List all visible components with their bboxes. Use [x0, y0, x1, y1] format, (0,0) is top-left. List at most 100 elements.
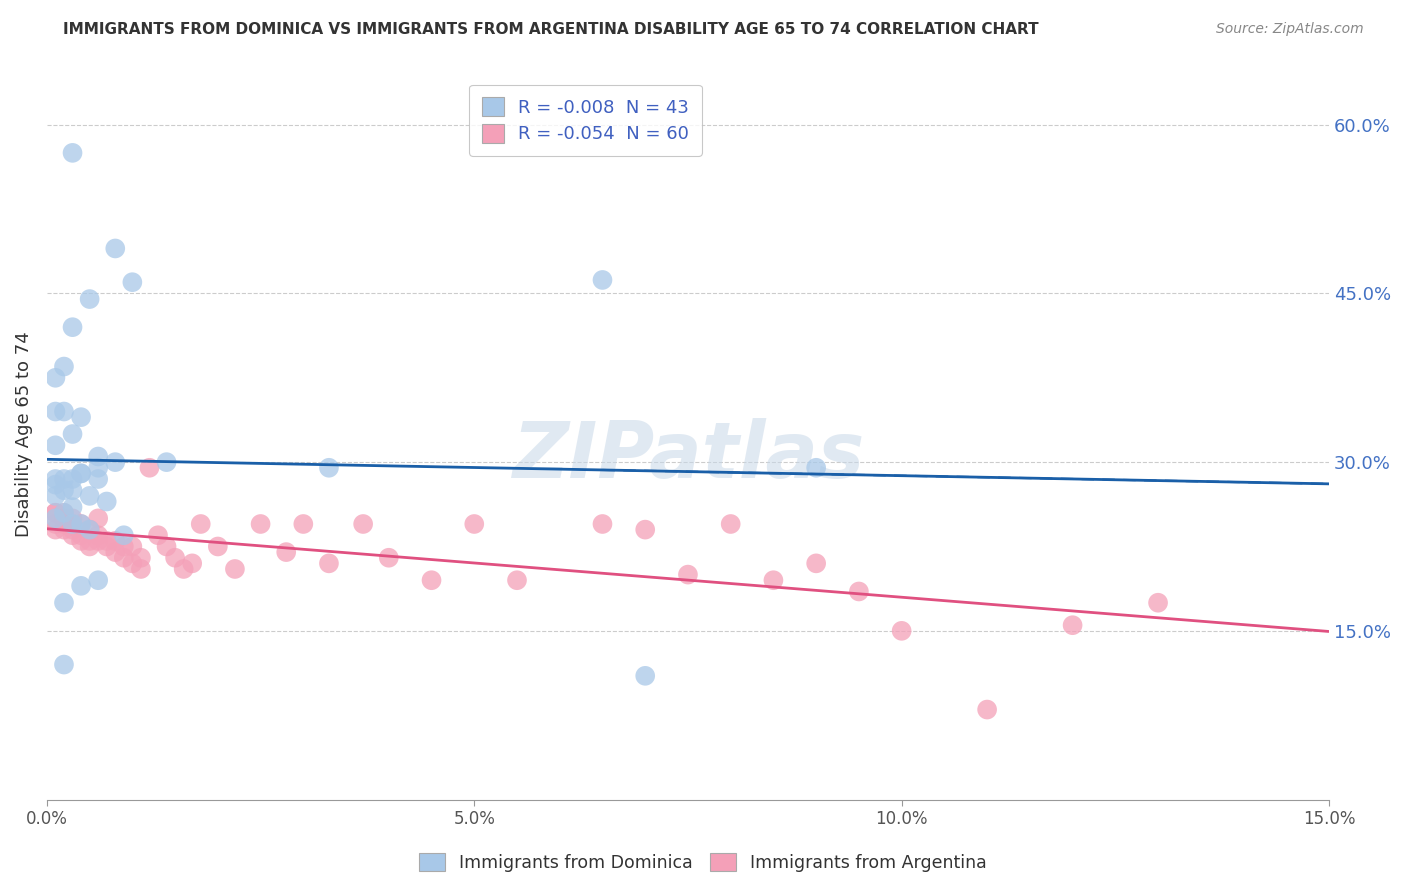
Point	[87, 472, 110, 486]
Point	[62, 516, 84, 531]
Point	[70, 516, 93, 531]
Point	[87, 450, 110, 464]
Point	[70, 533, 93, 548]
Point	[1062, 618, 1084, 632]
Point	[463, 516, 485, 531]
Point	[53, 472, 76, 486]
Point	[79, 489, 101, 503]
Point	[87, 533, 110, 548]
Point	[129, 562, 152, 576]
Point	[104, 533, 127, 548]
Point	[592, 273, 614, 287]
Point	[53, 506, 76, 520]
Point	[79, 540, 101, 554]
Point	[62, 516, 84, 531]
Point	[62, 320, 84, 334]
Point	[352, 516, 374, 531]
Point	[976, 702, 998, 716]
Point	[762, 573, 785, 587]
Point	[138, 460, 160, 475]
Point	[276, 545, 298, 559]
Point	[62, 528, 84, 542]
Point	[112, 550, 135, 565]
Point	[155, 540, 177, 554]
Point	[318, 557, 340, 571]
Point	[70, 467, 93, 481]
Point	[44, 511, 66, 525]
Point	[53, 511, 76, 525]
Point	[104, 242, 127, 256]
Point	[292, 516, 315, 531]
Point	[62, 523, 84, 537]
Text: Source: ZipAtlas.com: Source: ZipAtlas.com	[1216, 22, 1364, 37]
Point	[44, 489, 66, 503]
Point	[62, 145, 84, 160]
Y-axis label: Disability Age 65 to 74: Disability Age 65 to 74	[15, 331, 32, 537]
Point	[155, 455, 177, 469]
Point	[44, 477, 66, 491]
Point	[634, 669, 657, 683]
Point	[62, 500, 84, 515]
Point	[249, 516, 271, 531]
Point	[70, 579, 93, 593]
Point	[890, 624, 912, 638]
Point	[1147, 596, 1170, 610]
Point	[112, 528, 135, 542]
Legend: Immigrants from Dominica, Immigrants from Argentina: Immigrants from Dominica, Immigrants fro…	[412, 847, 994, 879]
Point	[96, 494, 118, 508]
Point	[804, 557, 827, 571]
Point	[720, 516, 742, 531]
Point	[44, 523, 66, 537]
Point	[506, 573, 529, 587]
Point	[592, 516, 614, 531]
Point	[70, 528, 93, 542]
Point	[96, 540, 118, 554]
Point	[53, 483, 76, 498]
Point	[318, 460, 340, 475]
Point	[53, 359, 76, 374]
Point	[181, 557, 204, 571]
Point	[53, 506, 76, 520]
Point	[173, 562, 195, 576]
Point	[96, 533, 118, 548]
Point	[53, 523, 76, 537]
Point	[378, 550, 401, 565]
Point	[129, 550, 152, 565]
Point	[79, 533, 101, 548]
Point	[62, 472, 84, 486]
Point	[44, 472, 66, 486]
Point	[207, 540, 229, 554]
Point	[87, 460, 110, 475]
Point	[79, 523, 101, 537]
Point	[44, 506, 66, 520]
Point	[224, 562, 246, 576]
Point	[62, 483, 84, 498]
Point	[112, 540, 135, 554]
Point	[87, 573, 110, 587]
Point	[104, 455, 127, 469]
Point	[79, 523, 101, 537]
Point	[70, 410, 93, 425]
Point	[70, 516, 93, 531]
Point	[121, 540, 143, 554]
Point	[70, 467, 93, 481]
Legend: R = -0.008  N = 43, R = -0.054  N = 60: R = -0.008 N = 43, R = -0.054 N = 60	[470, 85, 702, 156]
Point	[420, 573, 443, 587]
Point	[146, 528, 169, 542]
Point	[44, 404, 66, 418]
Point	[53, 596, 76, 610]
Point	[62, 511, 84, 525]
Point	[676, 567, 699, 582]
Point	[87, 511, 110, 525]
Point	[190, 516, 212, 531]
Point	[121, 557, 143, 571]
Point	[44, 438, 66, 452]
Point	[79, 292, 101, 306]
Text: IMMIGRANTS FROM DOMINICA VS IMMIGRANTS FROM ARGENTINA DISABILITY AGE 65 TO 74 CO: IMMIGRANTS FROM DOMINICA VS IMMIGRANTS F…	[63, 22, 1039, 37]
Point	[44, 371, 66, 385]
Point	[62, 427, 84, 442]
Point	[53, 516, 76, 531]
Point	[87, 528, 110, 542]
Point	[804, 460, 827, 475]
Point	[165, 550, 187, 565]
